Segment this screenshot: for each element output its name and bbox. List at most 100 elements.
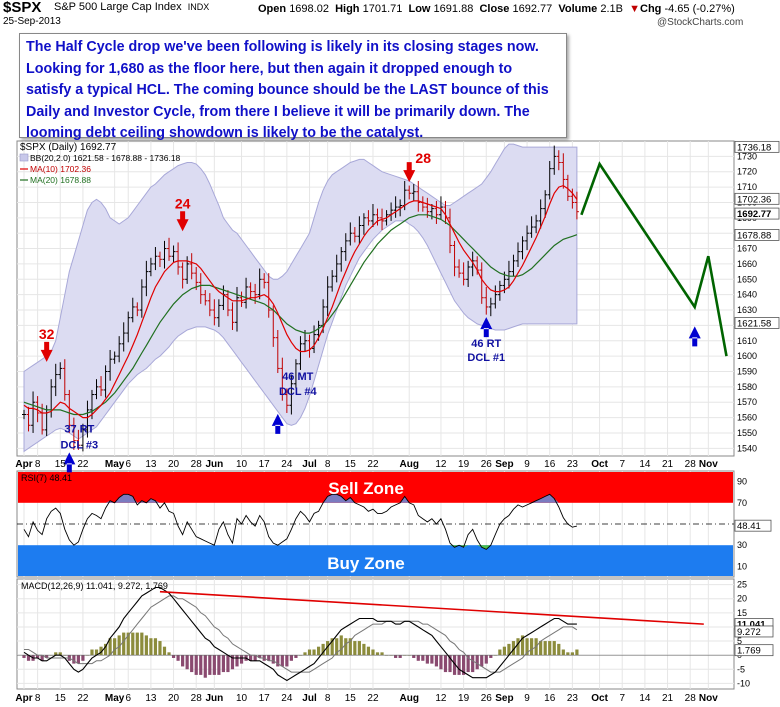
macd-histogram-bar (452, 655, 457, 675)
macd-histogram-bar (457, 655, 461, 675)
x-tick-label: 24 (281, 693, 293, 704)
legend-macd: MACD(12,26,9) 11.041, 9.272, 1.769 (21, 581, 168, 591)
macd-histogram-bar (489, 655, 493, 658)
macd-histogram-bar (398, 655, 402, 658)
macd-histogram-bar (76, 655, 80, 664)
macd-histogram-bar (570, 652, 574, 656)
macd-histogram-bar (235, 655, 239, 667)
analysis-note-text: The Half Cycle drop we've been following… (26, 39, 549, 141)
macd-histogram-bar (267, 655, 271, 661)
macd-histogram-bar (158, 641, 162, 656)
x-tick-label: Nov (699, 459, 718, 470)
macd-histogram-bar (366, 646, 371, 656)
x-tick-label: 19 (458, 693, 470, 704)
price-tick-label: 1570 (737, 397, 757, 407)
x-tick-label: Sep (495, 459, 513, 470)
cycle-low-label: 46 RT (471, 338, 501, 350)
rsi-y-axis: 90 70 30 10 48.41 (734, 477, 772, 571)
price-tick-label: 1610 (737, 336, 757, 346)
price-tick-label: 1650 (737, 274, 757, 284)
x-tick-label: Nov (699, 693, 718, 704)
rsi-series (17, 493, 734, 550)
chart-date: 25-Sep-2013 (3, 16, 61, 27)
x-tick-label: 15 (345, 459, 357, 470)
macd-histogram-bar (271, 655, 275, 664)
cycle-low-label: DCL #3 (60, 439, 98, 451)
up-arrow-icon (688, 326, 701, 347)
macd-histogram-bar (58, 652, 62, 656)
chart-title-bar: $SPX S&P 500 Large Cap Index INDX 25-Sep… (0, 0, 780, 30)
macd-histogram-bar (194, 655, 198, 675)
x-tick-label: 20 (168, 459, 180, 470)
x-tick-label: 19 (458, 459, 470, 470)
macd-histogram-bar (258, 655, 262, 658)
x-tick-label: 22 (367, 693, 379, 704)
x-tick-label: 21 (662, 459, 674, 470)
macd-histogram-bar (72, 655, 76, 664)
price-tick-label: 1560 (737, 413, 757, 423)
macd-histogram-bar (566, 652, 570, 656)
macd-histogram-bar (371, 649, 375, 656)
macd-histogram-bar (103, 643, 108, 656)
macd-histogram-bar (380, 652, 384, 656)
x-tick-label: 17 (259, 693, 271, 704)
macd-histogram-bar (113, 638, 117, 656)
macd-histogram-bar (394, 655, 398, 658)
macd-histogram-bar (226, 655, 230, 673)
macd-histogram-bar (126, 632, 130, 656)
price-value-tag-label: 1736.18 (737, 142, 771, 153)
price-tick-label: 1600 (737, 351, 757, 361)
bollinger-band (23, 143, 578, 453)
rsi-tick-label: 30 (737, 540, 747, 550)
x-tick-label: 28 (685, 693, 697, 704)
macd-histogram-bar (307, 649, 312, 656)
analysis-note: The Half Cycle drop we've been following… (19, 33, 567, 141)
rsi-line (23, 493, 578, 550)
x-tick-label: 9 (524, 693, 530, 704)
down-arrow-icon (403, 162, 416, 183)
x-tick-label: Apr (15, 459, 32, 470)
price-value-tag-label: 1692.77 (737, 209, 771, 220)
x-tick-label: 28 (191, 693, 203, 704)
rsi-tick-label: 90 (737, 477, 747, 487)
x-tick-label: 16 (544, 693, 556, 704)
rsi-tick-label: 70 (737, 498, 747, 508)
macd-histogram-bar (434, 655, 439, 667)
macd-histogram-bar (162, 646, 167, 656)
price-tick-label: 1590 (737, 366, 757, 376)
ma20-line (23, 214, 578, 416)
x-tick-label: 23 (567, 693, 579, 704)
macd-histogram-bar (443, 655, 448, 673)
cycle-low-label: 37 RT (64, 423, 94, 435)
x-tick-label: 12 (435, 459, 447, 470)
price-value-tag-label: 1678.88 (737, 230, 771, 241)
cycle-low-label: 46 MT (282, 371, 313, 383)
macd-histogram-bar (330, 638, 334, 656)
down-arrow-icon (176, 211, 189, 232)
macd-histogram-bar (153, 638, 158, 656)
macd-histogram-bar (439, 655, 443, 670)
macd-histogram-bar (312, 649, 316, 656)
x-tick-label: 22 (77, 459, 89, 470)
macd-histogram-bar (520, 635, 525, 656)
buy-zone-band (18, 545, 733, 576)
macd-histogram-bar (181, 655, 185, 667)
x-tick-label: Jul (302, 459, 317, 470)
forecast-line (580, 161, 728, 357)
macd-grid (17, 579, 734, 689)
cycle-count-label: 28 (415, 150, 431, 166)
index-name: S&P 500 Large Cap Index INDX (54, 1, 210, 13)
macd-histogram-bar (140, 632, 144, 656)
legend-ma10: MA(10) 1702.36 (30, 164, 91, 174)
macd-histogram-bar (217, 655, 221, 675)
macd-histogram-bar (99, 646, 103, 656)
macd-histogram-bar (539, 641, 543, 656)
macd-histogram-bar (94, 649, 99, 656)
legend-price: $SPX (Daily) 1692.77 (20, 142, 117, 153)
macd-line (23, 586, 577, 682)
macd-trendline (159, 590, 704, 625)
macd-histogram-bar (212, 655, 216, 675)
x-tick-label: Aug (399, 459, 418, 470)
x-tick-label: 22 (367, 459, 379, 470)
x-tick-label: 12 (435, 693, 447, 704)
